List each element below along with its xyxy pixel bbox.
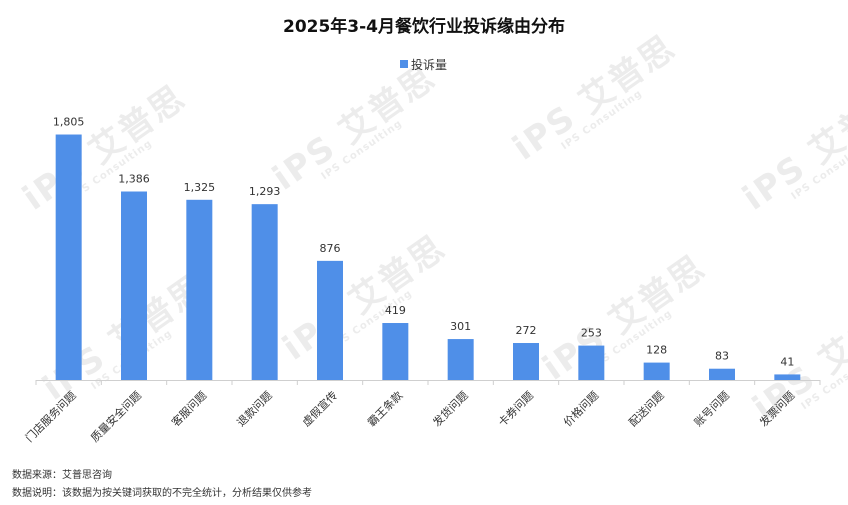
bar-value-label: 128 <box>646 344 667 357</box>
bar-value-label: 301 <box>450 320 471 333</box>
bar-value-label: 1,325 <box>184 181 216 194</box>
bar-9 <box>578 345 605 380</box>
bars-group: 1,805 1,386 1,325 1,293 876 419 301 272 253 128 83… <box>53 116 801 380</box>
bar-value-label: 41 <box>780 355 794 368</box>
x-tick-label: 退款问题 <box>234 388 275 429</box>
x-axis-ticks <box>35 380 821 385</box>
bar-8 <box>513 343 539 380</box>
bar-2 <box>121 191 147 380</box>
x-tick-label: 门店服务问题 <box>22 388 79 445</box>
chart-title: 2025年3-4月餐饮行业投诉缘由分布 <box>283 16 565 37</box>
source-note: 数据来源：艾普思咨询 <box>12 470 112 481</box>
data-note: 数据说明：该数据为按关键词获取的不完全统计，分析结果仅供参考 <box>12 488 312 499</box>
bar-value-label: 419 <box>385 304 406 317</box>
bar-4 <box>251 204 278 380</box>
bar-5 <box>317 260 343 380</box>
bar-10 <box>643 362 670 380</box>
x-tick-label: 配送问题 <box>626 388 667 429</box>
bar-value-label: 1,805 <box>53 116 85 129</box>
x-tick-label: 卡券问题 <box>495 388 536 429</box>
bar-11 <box>709 368 735 380</box>
bar-6 <box>382 323 409 380</box>
x-tick-label: 账号问题 <box>692 389 732 429</box>
bar-1 <box>55 134 82 380</box>
bar-value-label: 1,293 <box>249 185 281 198</box>
bar-value-label: 876 <box>320 242 341 255</box>
bar-12 <box>774 374 801 380</box>
x-axis-labels: 门店服务问题 质量安全问题 客服问题 退款问题 虚假宣传 霸王条款 发货问题 卡券问题 价格问题… <box>22 388 797 445</box>
x-tick-label: 质量安全问题 <box>88 388 145 445</box>
legend: 投诉量 <box>400 57 447 72</box>
x-tick-label: 虚假宣传 <box>299 388 340 429</box>
bar-7 <box>447 339 474 380</box>
x-tick-label: 发票问题 <box>756 388 797 429</box>
x-tick-label: 价格问题 <box>560 388 601 429</box>
x-tick-label: 发货问题 <box>430 388 471 429</box>
x-tick-label: 霸王条款 <box>364 388 405 429</box>
bar-value-label: 253 <box>581 327 602 340</box>
bar-value-label: 272 <box>516 324 537 337</box>
legend-label: 投诉量 <box>411 57 447 72</box>
x-tick-label: 客服问题 <box>168 388 209 429</box>
legend-swatch <box>400 60 408 68</box>
bar-value-label: 1,386 <box>118 173 150 186</box>
bar-value-label: 83 <box>715 350 729 363</box>
bar-3 <box>186 199 213 380</box>
